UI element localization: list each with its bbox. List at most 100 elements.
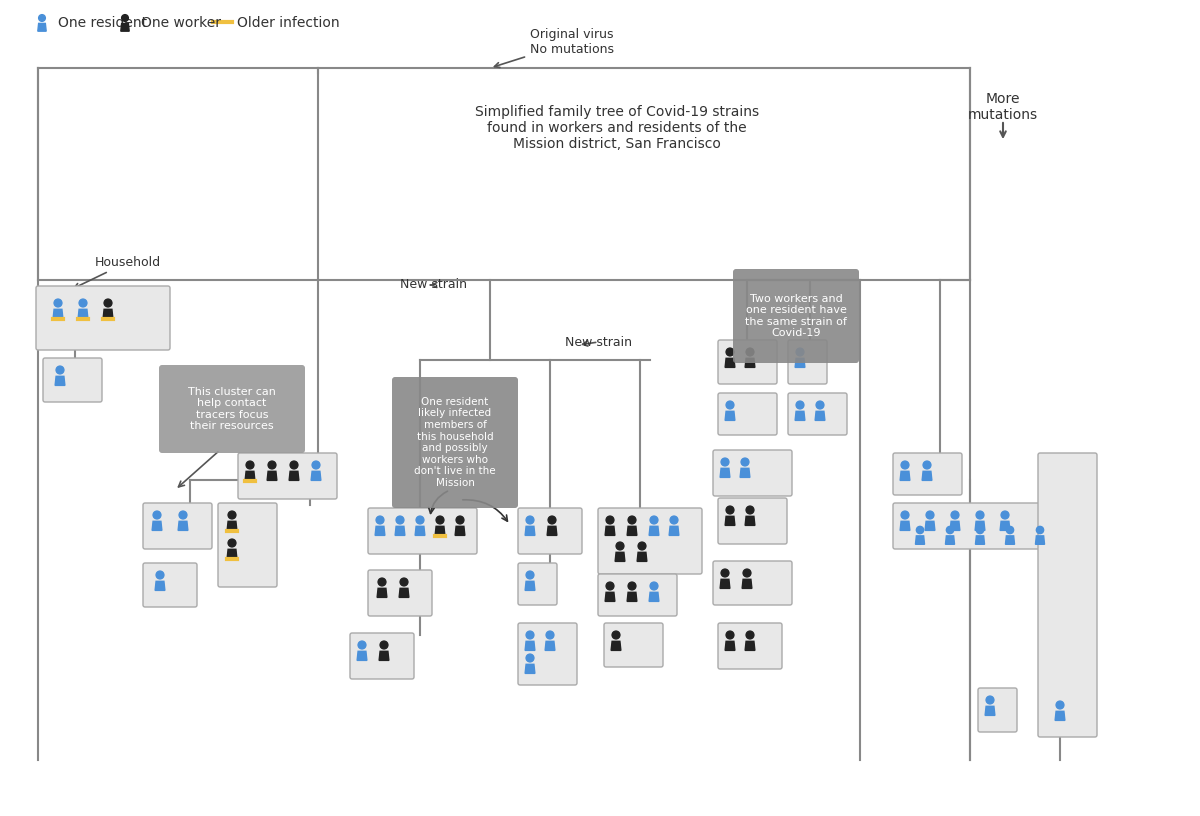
Polygon shape	[78, 309, 88, 318]
Polygon shape	[227, 521, 236, 530]
Polygon shape	[436, 526, 445, 535]
Circle shape	[606, 516, 614, 524]
Circle shape	[796, 401, 804, 409]
Polygon shape	[725, 517, 734, 526]
Circle shape	[917, 526, 924, 534]
Polygon shape	[649, 526, 659, 535]
Polygon shape	[946, 536, 954, 544]
Circle shape	[290, 461, 298, 469]
Circle shape	[79, 299, 86, 307]
Circle shape	[416, 516, 424, 524]
Circle shape	[628, 516, 636, 524]
Circle shape	[380, 641, 388, 649]
Circle shape	[1007, 526, 1014, 534]
FancyBboxPatch shape	[718, 393, 778, 435]
Polygon shape	[649, 592, 659, 601]
Text: One worker: One worker	[142, 16, 221, 30]
Polygon shape	[950, 521, 960, 530]
Circle shape	[526, 654, 534, 662]
Circle shape	[977, 526, 984, 534]
FancyBboxPatch shape	[350, 633, 414, 679]
FancyBboxPatch shape	[368, 508, 478, 554]
Polygon shape	[245, 472, 254, 481]
Circle shape	[721, 569, 728, 577]
Circle shape	[650, 582, 658, 590]
Polygon shape	[725, 358, 734, 367]
Polygon shape	[395, 526, 404, 535]
FancyBboxPatch shape	[36, 286, 170, 350]
Circle shape	[268, 461, 276, 469]
Circle shape	[376, 516, 384, 524]
Circle shape	[901, 511, 908, 519]
Polygon shape	[545, 641, 554, 650]
Circle shape	[726, 401, 734, 409]
Circle shape	[986, 696, 994, 704]
Polygon shape	[670, 526, 679, 535]
Polygon shape	[922, 472, 932, 481]
Circle shape	[38, 15, 46, 21]
Circle shape	[726, 348, 734, 356]
Polygon shape	[628, 592, 637, 601]
Polygon shape	[38, 24, 47, 31]
Circle shape	[947, 526, 954, 534]
Polygon shape	[227, 549, 236, 558]
Polygon shape	[616, 552, 625, 561]
FancyBboxPatch shape	[733, 269, 859, 363]
Circle shape	[228, 539, 236, 547]
Polygon shape	[155, 581, 164, 591]
Polygon shape	[400, 588, 409, 597]
FancyBboxPatch shape	[978, 688, 1018, 732]
Circle shape	[1001, 511, 1009, 519]
Polygon shape	[311, 472, 320, 481]
Circle shape	[526, 516, 534, 524]
Polygon shape	[121, 24, 130, 31]
FancyBboxPatch shape	[392, 377, 518, 508]
FancyBboxPatch shape	[788, 340, 827, 384]
Polygon shape	[379, 651, 389, 660]
Polygon shape	[1055, 712, 1064, 721]
Polygon shape	[526, 526, 535, 535]
Circle shape	[628, 582, 636, 590]
Circle shape	[726, 506, 734, 514]
Text: Simplified family tree of Covid-19 strains
found in workers and residents of the: Simplified family tree of Covid-19 strai…	[475, 105, 760, 152]
Circle shape	[246, 461, 254, 469]
Circle shape	[616, 542, 624, 550]
Polygon shape	[815, 411, 824, 420]
Polygon shape	[103, 309, 113, 318]
Polygon shape	[796, 411, 805, 420]
Circle shape	[742, 458, 749, 466]
Text: This cluster can
help contact
tracers focus
their resources: This cluster can help contact tracers fo…	[188, 387, 276, 432]
FancyBboxPatch shape	[518, 508, 582, 554]
FancyBboxPatch shape	[713, 450, 792, 496]
Circle shape	[54, 299, 62, 307]
Circle shape	[378, 578, 386, 586]
Polygon shape	[526, 641, 535, 650]
Circle shape	[1037, 526, 1044, 534]
Polygon shape	[526, 581, 535, 591]
Polygon shape	[1036, 536, 1044, 544]
FancyBboxPatch shape	[718, 340, 778, 384]
Text: Original virus
No mutations: Original virus No mutations	[494, 28, 614, 68]
Polygon shape	[455, 526, 464, 535]
Text: New strain: New strain	[565, 335, 632, 348]
Circle shape	[548, 516, 556, 524]
FancyBboxPatch shape	[518, 623, 577, 685]
FancyBboxPatch shape	[143, 503, 212, 549]
Circle shape	[156, 571, 164, 579]
Polygon shape	[725, 641, 734, 650]
Polygon shape	[725, 411, 734, 420]
Polygon shape	[745, 517, 755, 526]
Polygon shape	[742, 579, 752, 588]
Circle shape	[743, 569, 751, 577]
Circle shape	[923, 461, 931, 469]
Polygon shape	[55, 376, 65, 385]
Polygon shape	[900, 472, 910, 481]
Polygon shape	[605, 592, 614, 601]
Circle shape	[976, 511, 984, 519]
Circle shape	[746, 348, 754, 356]
Polygon shape	[152, 521, 162, 530]
Polygon shape	[976, 521, 985, 530]
FancyBboxPatch shape	[604, 623, 662, 667]
FancyBboxPatch shape	[518, 563, 557, 605]
Polygon shape	[268, 472, 277, 481]
